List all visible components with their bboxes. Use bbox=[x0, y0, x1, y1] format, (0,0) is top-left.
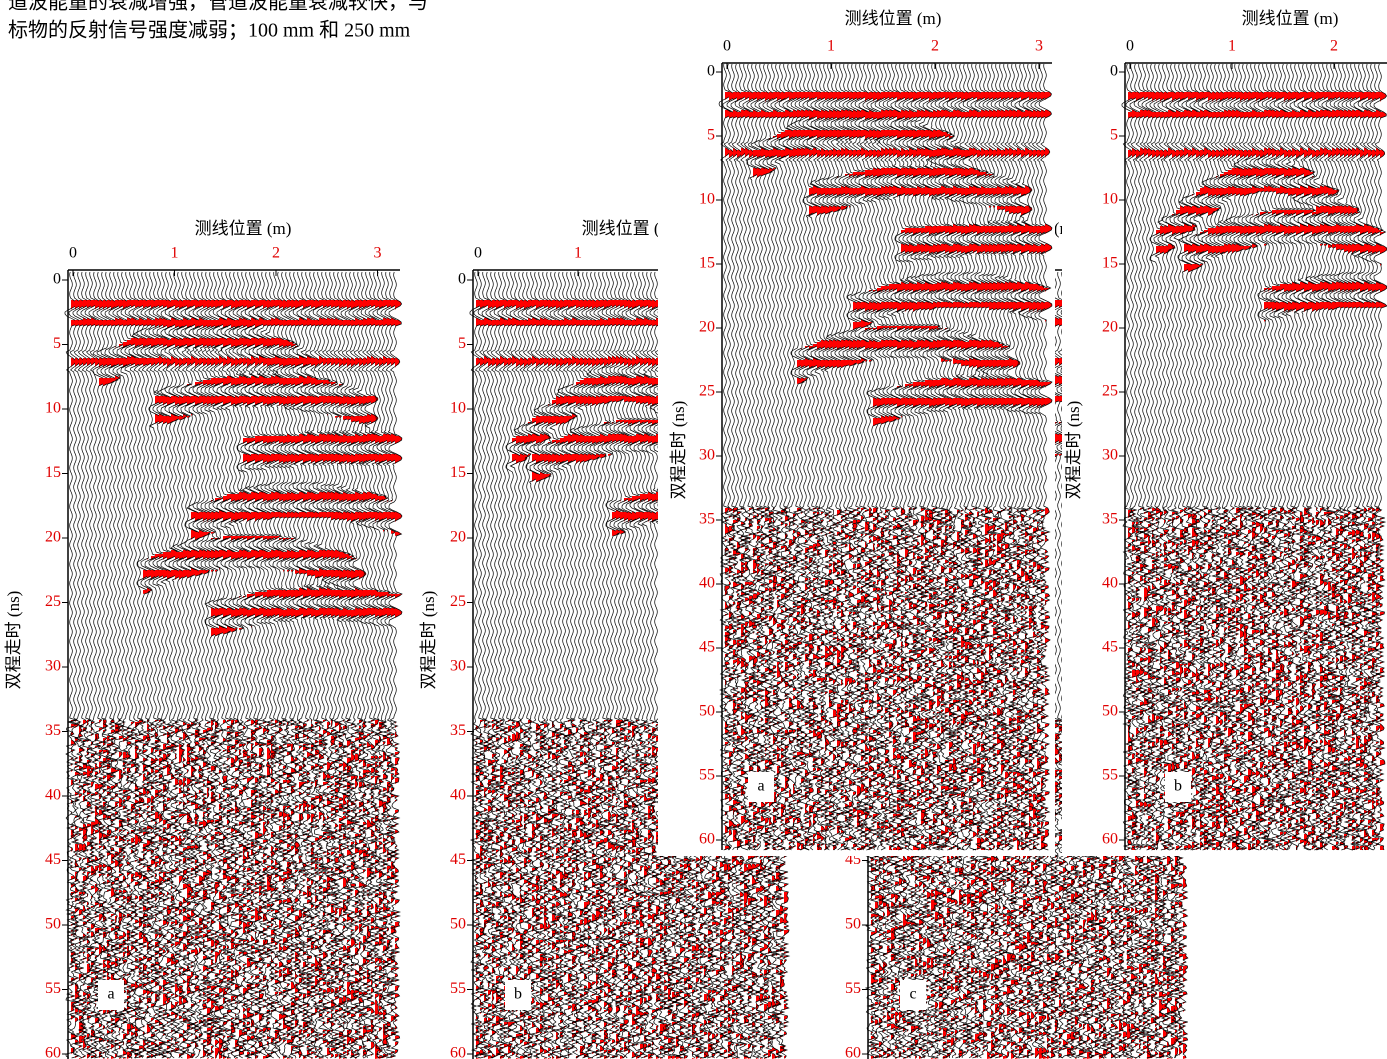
y-tick-label: 60 bbox=[450, 1045, 466, 1059]
x-tick-label: 0 bbox=[723, 38, 731, 55]
y-tick-label: 45 bbox=[699, 639, 715, 656]
y-tick-label: 55 bbox=[699, 767, 715, 784]
y-axis-title: 双程走时 (ns) bbox=[669, 401, 688, 500]
y-tick-label: 5 bbox=[707, 127, 715, 144]
y-tick-label: 55 bbox=[1102, 767, 1118, 784]
axis-title: 测线位置 (m) bbox=[1242, 9, 1339, 28]
y-tick-label: 45 bbox=[1102, 639, 1118, 656]
y-tick-label: 30 bbox=[1102, 447, 1118, 464]
y-tick-label: 0 bbox=[53, 271, 61, 288]
y-tick-label: 30 bbox=[45, 658, 61, 675]
y-tick-label: 15 bbox=[45, 464, 61, 481]
y-tick-label: 25 bbox=[1102, 383, 1118, 400]
y-tick-label: 35 bbox=[450, 722, 466, 739]
y-tick-label: 30 bbox=[450, 658, 466, 675]
y-tick-label: 60 bbox=[45, 1045, 61, 1059]
y-tick-label: 15 bbox=[1102, 255, 1118, 272]
x-tick-label: 3 bbox=[374, 245, 382, 262]
y-tick-label: 5 bbox=[53, 335, 61, 352]
x-tick-label: 1 bbox=[827, 38, 835, 55]
x-tick-label: 1 bbox=[574, 245, 582, 262]
x-tick-label: 2 bbox=[272, 245, 280, 262]
y-tick-label: 60 bbox=[845, 1045, 861, 1059]
y-tick-label: 20 bbox=[699, 319, 715, 336]
y-tick-label: 30 bbox=[699, 447, 715, 464]
y-tick-label: 50 bbox=[45, 916, 61, 933]
x-tick-label: 3 bbox=[1035, 38, 1043, 55]
y-tick-label: 25 bbox=[699, 383, 715, 400]
y-tick-label: 50 bbox=[845, 916, 861, 933]
y-tick-label: 20 bbox=[45, 529, 61, 546]
y-tick-label: 45 bbox=[45, 851, 61, 868]
y-tick-label: 55 bbox=[45, 980, 61, 997]
y-tick-label: 35 bbox=[1102, 511, 1118, 528]
x-tick-label: 2 bbox=[1330, 38, 1338, 55]
figure-panel: 测线位置 (m)双程走时 (ns)01205101520253035404550… bbox=[1062, 0, 1387, 856]
y-tick-label: 5 bbox=[1110, 127, 1118, 144]
figure-panel: 测线位置 (m)双程走时 (ns)01230510152025303540455… bbox=[658, 0, 1055, 856]
axis-title: 测线位置 (m) bbox=[845, 9, 942, 28]
y-tick-label: 40 bbox=[450, 787, 466, 804]
y-tick-label: 10 bbox=[45, 400, 61, 417]
page-canvas: 测线位置 (m)双程走时 (ns)01230510152025303540455… bbox=[0, 0, 1387, 1059]
y-tick-label: 0 bbox=[458, 271, 466, 288]
y-tick-label: 5 bbox=[458, 335, 466, 352]
y-tick-label: 0 bbox=[1110, 63, 1118, 80]
page: 测线位置 (m)双程走时 (ns)01230510152025303540455… bbox=[0, 0, 1387, 1059]
y-tick-label: 25 bbox=[45, 593, 61, 610]
x-tick-label: 2 bbox=[931, 38, 939, 55]
y-tick-label: 35 bbox=[45, 722, 61, 739]
y-tick-label: 50 bbox=[450, 916, 466, 933]
y-tick-label: 60 bbox=[1102, 831, 1118, 848]
axis-title: 测线位置 (m) bbox=[195, 219, 292, 238]
body-text: 道波能量的衰减增强，管道波能量衰减较快，与 bbox=[8, 0, 428, 14]
x-tick-label: 1 bbox=[171, 245, 179, 262]
body-text: 标物的反射信号强度减弱；100 mm 和 250 mm bbox=[8, 19, 411, 42]
x-tick-label: 1 bbox=[1228, 38, 1236, 55]
y-tick-label: 50 bbox=[1102, 703, 1118, 720]
panel-label: c bbox=[909, 986, 916, 1003]
y-tick-label: 45 bbox=[450, 851, 466, 868]
panel-label: b bbox=[1174, 778, 1182, 795]
panel-label: a bbox=[107, 986, 114, 1003]
y-axis-title: 双程走时 (ns) bbox=[4, 591, 23, 690]
y-tick-label: 35 bbox=[699, 511, 715, 528]
y-tick-label: 40 bbox=[699, 575, 715, 592]
panel-label: b bbox=[514, 986, 522, 1003]
y-tick-label: 10 bbox=[450, 400, 466, 417]
x-tick-label: 0 bbox=[1126, 38, 1134, 55]
y-tick-label: 60 bbox=[699, 831, 715, 848]
y-tick-label: 50 bbox=[699, 703, 715, 720]
y-tick-label: 40 bbox=[1102, 575, 1118, 592]
y-tick-label: 15 bbox=[450, 464, 466, 481]
y-axis-title: 双程走时 (ns) bbox=[419, 591, 438, 690]
x-tick-label: 0 bbox=[69, 245, 77, 262]
y-tick-label: 55 bbox=[450, 980, 466, 997]
y-tick-label: 15 bbox=[699, 255, 715, 272]
y-tick-label: 40 bbox=[45, 787, 61, 804]
y-tick-label: 10 bbox=[1102, 191, 1118, 208]
y-axis-title: 双程走时 (ns) bbox=[1064, 401, 1083, 500]
panel-label: a bbox=[757, 778, 764, 795]
y-tick-label: 10 bbox=[699, 191, 715, 208]
y-tick-label: 25 bbox=[450, 593, 466, 610]
y-tick-label: 20 bbox=[450, 529, 466, 546]
y-tick-label: 20 bbox=[1102, 319, 1118, 336]
y-tick-label: 55 bbox=[845, 980, 861, 997]
y-tick-label: 0 bbox=[707, 63, 715, 80]
x-tick-label: 0 bbox=[474, 245, 482, 262]
